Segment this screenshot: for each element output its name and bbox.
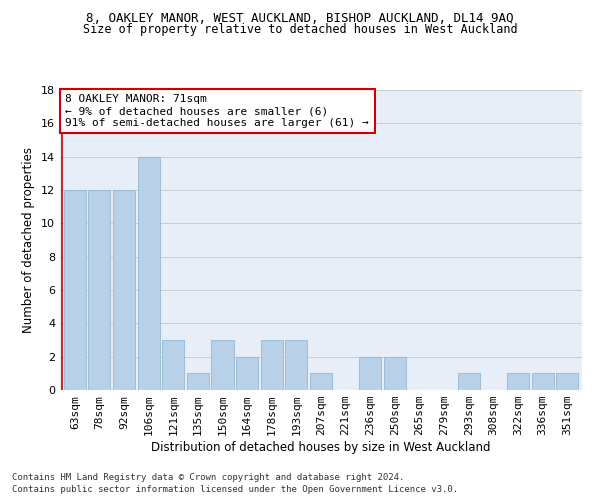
- Bar: [162, 340, 184, 390]
- Bar: [88, 190, 110, 390]
- Y-axis label: Number of detached properties: Number of detached properties: [22, 147, 35, 333]
- Bar: [187, 374, 209, 390]
- Bar: [384, 356, 406, 390]
- Bar: [211, 340, 233, 390]
- Bar: [260, 340, 283, 390]
- Bar: [458, 374, 480, 390]
- Bar: [310, 374, 332, 390]
- Bar: [359, 356, 382, 390]
- Bar: [64, 190, 86, 390]
- Text: Size of property relative to detached houses in West Auckland: Size of property relative to detached ho…: [83, 22, 517, 36]
- Bar: [137, 156, 160, 390]
- Bar: [113, 190, 135, 390]
- Bar: [236, 356, 258, 390]
- Bar: [285, 340, 307, 390]
- Text: 8 OAKLEY MANOR: 71sqm
← 9% of detached houses are smaller (6)
91% of semi-detach: 8 OAKLEY MANOR: 71sqm ← 9% of detached h…: [65, 94, 369, 128]
- Text: Contains HM Land Registry data © Crown copyright and database right 2024.: Contains HM Land Registry data © Crown c…: [12, 472, 404, 482]
- Bar: [532, 374, 554, 390]
- Text: Contains public sector information licensed under the Open Government Licence v3: Contains public sector information licen…: [12, 485, 458, 494]
- Bar: [556, 374, 578, 390]
- Text: 8, OAKLEY MANOR, WEST AUCKLAND, BISHOP AUCKLAND, DL14 9AQ: 8, OAKLEY MANOR, WEST AUCKLAND, BISHOP A…: [86, 12, 514, 26]
- Bar: [507, 374, 529, 390]
- X-axis label: Distribution of detached houses by size in West Auckland: Distribution of detached houses by size …: [151, 441, 491, 454]
